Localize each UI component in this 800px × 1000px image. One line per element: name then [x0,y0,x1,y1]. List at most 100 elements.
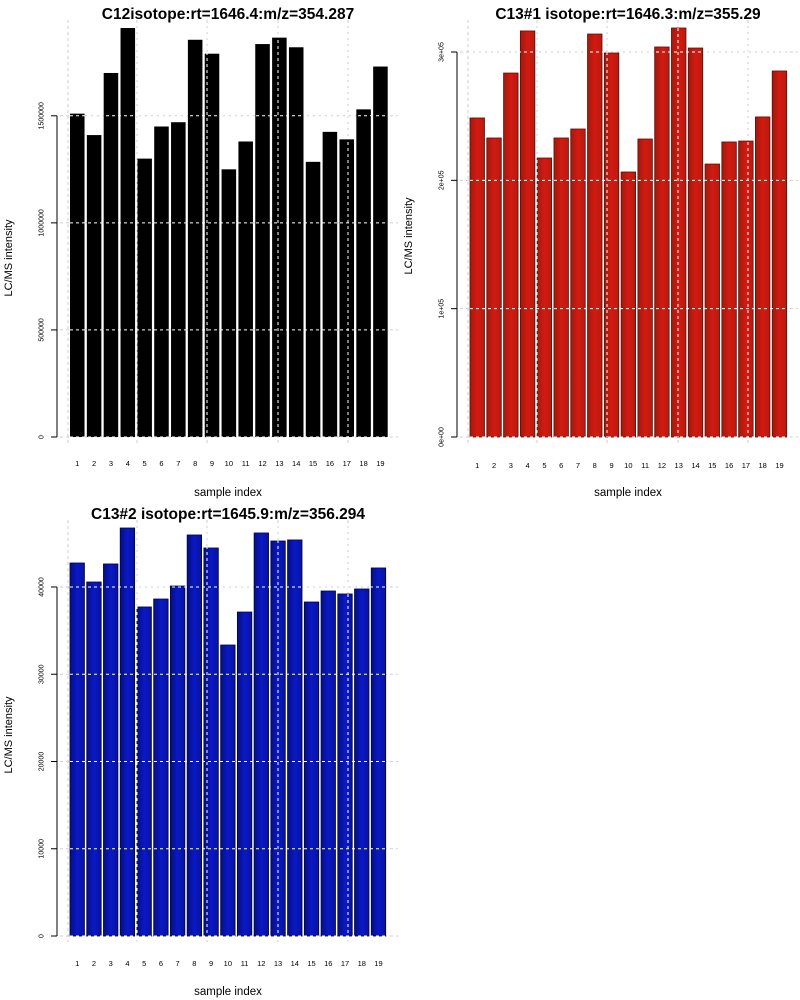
bar-12 [255,44,270,438]
x-tick-label: 19 [374,959,382,968]
bar-4 [119,527,136,937]
y-tick-label: 1e+05 [439,299,446,319]
y-axis-label: LC/MS intensity [403,197,415,275]
x-tick-label: 1 [75,459,79,468]
bar-11 [236,611,253,937]
x-tick-label: 18 [358,959,366,968]
bar-6 [153,598,169,937]
x-tick-label: 17 [343,459,351,468]
bar-17 [339,139,355,437]
bar-5 [136,606,152,937]
bar-10 [220,644,236,937]
y-tick-label: 0 [39,934,46,938]
x-tick-label: 1 [475,461,479,470]
grid-overlay [470,28,789,438]
bar-10 [221,169,237,437]
x-tick-label: 16 [324,959,332,968]
bar-2 [86,135,102,437]
y-ticks: 0 10000 20000 30000 40000 [39,577,46,938]
bar-16 [320,590,336,937]
x-ticks: 1 2 3 4 5 6 7 8 9 10 11 12 13 14 15 16 17 18 19 [75,959,383,968]
x-tick-label: 10 [624,461,632,470]
bar-2 [486,137,502,438]
bar-18 [354,588,370,937]
x-tick-label: 8 [593,461,597,470]
bar-8 [587,33,603,438]
bars [69,527,387,937]
bars [70,28,388,438]
x-tick-label: 8 [193,459,197,468]
bar-1 [469,117,485,438]
x-tick-label: 10 [224,959,232,968]
x-tick-label: 6 [559,461,563,470]
x-tick-label: 13 [675,461,683,470]
bar-17 [738,140,754,438]
x-tick-label: 18 [758,461,766,470]
x-axis-label: sample index [194,986,262,998]
x-tick-label: 8 [192,959,196,968]
x-tick-label: 11 [641,461,649,470]
panel-c13-1: C13#1 isotope:rt=1646.3:m/z=355.29 LC/MS… [403,6,798,499]
bar-10 [620,171,636,438]
x-tick-label: 17 [742,461,750,470]
y-ticks: 0e+00 1e+05 2e+05 3e+05 [439,42,446,447]
bar-15 [303,601,320,937]
bars [469,27,788,438]
bar-3 [103,563,119,937]
bar-5 [536,157,553,438]
chart-title: C13#1 isotope:rt=1646.3:m/z=355.29 [495,6,761,23]
x-tick-label: 6 [159,959,163,968]
x-tick-label: 18 [359,459,367,468]
bar-11 [238,141,253,438]
grid-overlay [70,28,390,438]
bar-17 [337,593,353,937]
y-tick-label: 500000 [39,318,46,341]
x-tick-label: 1 [75,959,79,968]
bar-7 [570,128,586,438]
x-tick-label: 12 [257,959,265,968]
y-tick-label: 10000 [39,839,46,859]
x-tick-label: 9 [609,461,613,470]
bar-3 [103,72,119,437]
x-tick-label: 14 [691,461,699,470]
x-tick-label: 9 [210,459,214,468]
x-tick-label: 15 [307,959,315,968]
bar-5 [137,158,152,437]
bar-13 [671,27,687,438]
bar-12 [654,46,670,438]
y-tick-label: 2e+05 [439,170,446,190]
x-tick-label: 2 [92,959,96,968]
x-axis-label: sample index [194,487,262,499]
x-tick-label: 6 [159,459,163,468]
y-tick-label: 20000 [39,752,46,772]
x-tick-label: 19 [376,459,384,468]
bar-16 [721,141,737,438]
bar-14 [288,47,304,438]
y-ticks: 0 500000 1000000 1500000 [39,102,46,439]
x-tick-label: 12 [658,461,666,470]
y-axis-label: LC/MS intensity [3,219,15,297]
bar-6 [553,137,569,438]
bar-15 [704,163,720,438]
grid-overlay [70,528,388,937]
x-tick-label: 5 [542,461,546,470]
x-tick-label: 16 [326,459,334,468]
y-tick-label: 0 [39,435,46,439]
x-tick-label: 3 [109,459,113,468]
bar-19 [771,70,788,438]
x-tick-label: 4 [526,461,530,470]
bar-1 [69,562,85,937]
x-tick-label: 16 [725,461,733,470]
x-tick-label: 7 [176,959,180,968]
bar-13 [272,37,287,437]
bar-6 [154,126,169,437]
bar-19 [370,567,387,937]
bar-12 [253,532,269,937]
bar-9 [603,52,620,438]
bar-3 [503,72,519,438]
y-axis-label: LC/MS intensity [3,696,15,774]
y-tick-label: 40000 [39,577,46,597]
bar-7 [171,122,186,437]
x-tick-label: 2 [92,459,96,468]
